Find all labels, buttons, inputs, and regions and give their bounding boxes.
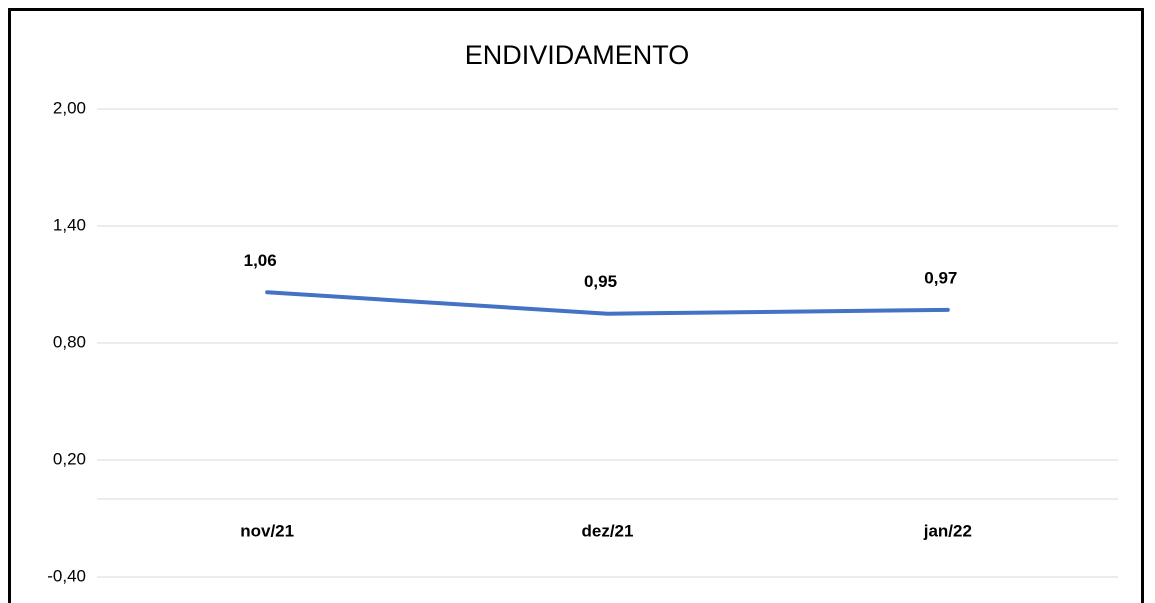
y-tick-label: -0,40 bbox=[47, 566, 86, 585]
y-tick-label: 0,20 bbox=[53, 449, 86, 468]
y-tick-label: 2,00 bbox=[53, 98, 86, 117]
chart-title: ENDIVIDAMENTO bbox=[465, 40, 690, 70]
frame bbox=[8, 8, 1144, 603]
x-tick-label: dez/21 bbox=[582, 521, 634, 540]
x-tick-label: nov/21 bbox=[240, 521, 294, 540]
x-tick-label: jan/22 bbox=[923, 521, 972, 540]
y-tick-label: 0,80 bbox=[53, 332, 86, 351]
data-label: 1,06 bbox=[244, 251, 277, 270]
y-tick-label: 1,40 bbox=[53, 215, 86, 234]
data-label: 0,95 bbox=[584, 272, 617, 291]
data-label: 0,97 bbox=[924, 268, 957, 287]
line-series bbox=[265, 290, 950, 316]
